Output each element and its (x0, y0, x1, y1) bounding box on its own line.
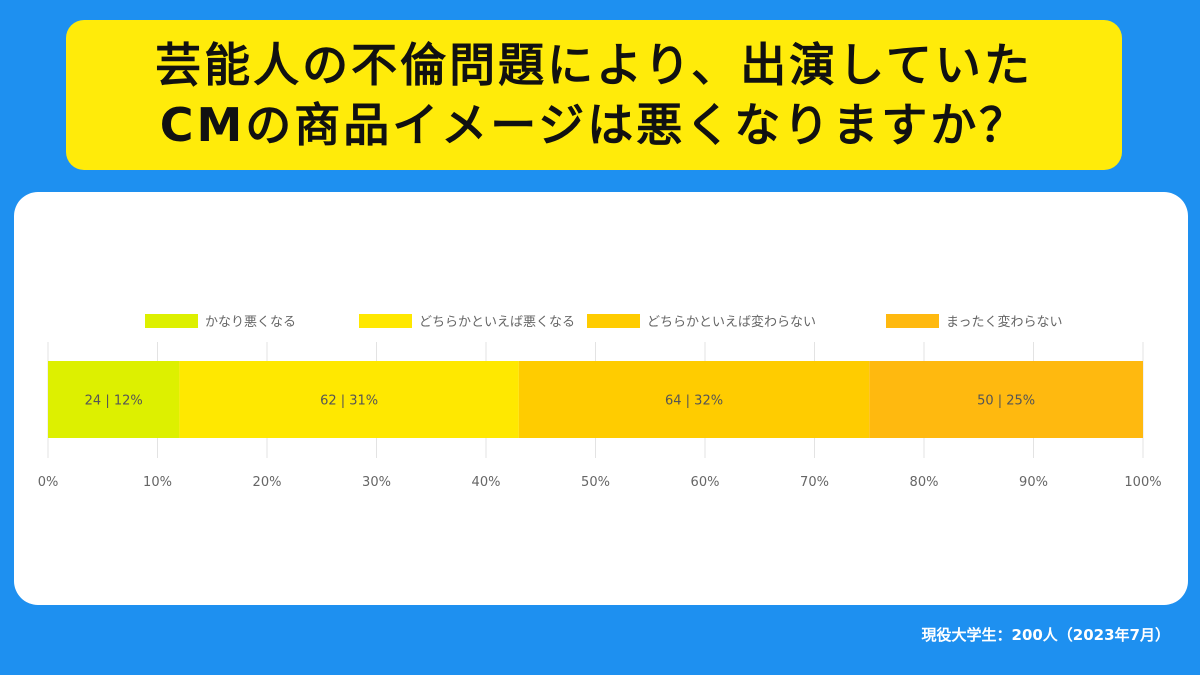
bar-label-3: 64 | 32% (665, 394, 723, 409)
source-note: 現役大学生：200人（2023年7月） (921, 626, 1171, 644)
stacked-bar-chart: 24 | 12% 62 | 31% 64 | 32% 50 | 25% 0% 10% 20%… (38, 314, 1162, 490)
chart-card: 24 | 12% 62 | 31% 64 | 32% 50 | 25% 0% 10% 20%… (14, 192, 1188, 605)
x-tick-label: 0% (38, 475, 59, 490)
bar-label-1: 24 | 12% (85, 394, 143, 409)
legend-swatch-2 (359, 314, 412, 328)
title-banner: 芸能人の不倫問題により、出演していた CMの商品イメージは悪くなりますか？ (66, 20, 1122, 170)
bar-segment-4 (869, 361, 1143, 438)
x-tick-label: 30% (362, 475, 391, 490)
legend-swatch-1 (145, 314, 198, 328)
legend-label-4: まったく変わらない (946, 314, 1062, 330)
title-line-2: CMの商品イメージは悪くなりますか？ (159, 98, 1029, 152)
legend-label-3: どちらかといえば変わらない (647, 314, 816, 330)
x-tick-label: 90% (1019, 475, 1048, 490)
x-tick-label: 40% (472, 475, 501, 490)
x-tick-label: 20% (253, 475, 282, 490)
legend-swatch-3 (587, 314, 640, 328)
bar-segment-1 (48, 361, 180, 438)
x-tick-label: 10% (143, 475, 172, 490)
bar-label-4: 50 | 25% (977, 394, 1035, 409)
bar-label-2: 62 | 31% (320, 394, 378, 409)
legend-label-1: かなり悪くなる (205, 315, 296, 330)
x-tick-label: 70% (800, 475, 829, 490)
bar-segment-2 (179, 361, 519, 438)
x-tick-label: 100% (1124, 475, 1161, 490)
x-tick-label: 50% (581, 475, 610, 490)
x-tick-label: 80% (910, 475, 939, 490)
legend-swatch-4 (886, 314, 939, 328)
title-line-1: 芸能人の不倫問題により、出演していた (155, 38, 1033, 92)
bar-segment-3 (518, 361, 870, 438)
legend-label-2: どちらかといえば悪くなる (419, 315, 575, 330)
x-tick-label: 60% (691, 475, 720, 490)
